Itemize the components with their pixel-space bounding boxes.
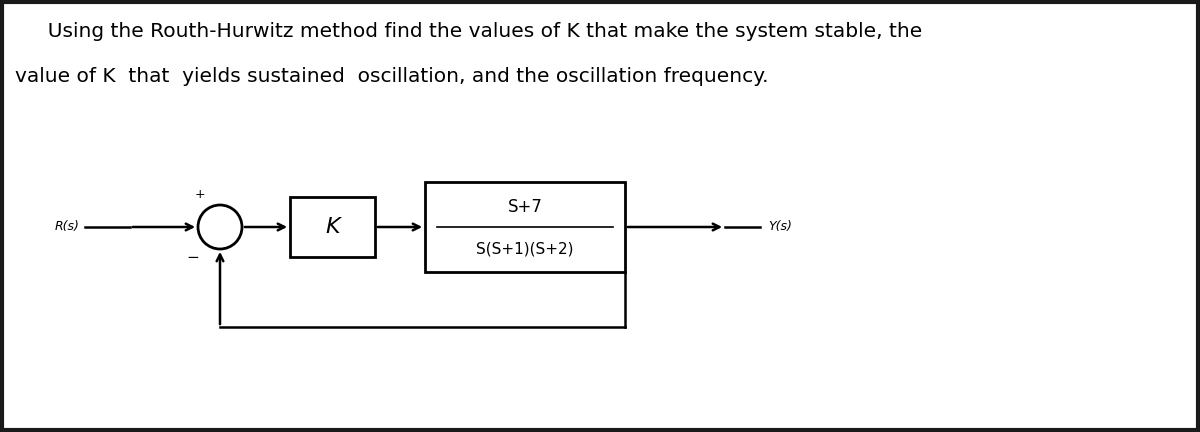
Text: −: − [187, 250, 199, 265]
Text: +: + [194, 188, 205, 201]
Text: Using the Routh-Hurwitz method find the values of K that make the system stable,: Using the Routh-Hurwitz method find the … [35, 22, 923, 41]
Text: S+7: S+7 [508, 198, 542, 216]
Text: value of K  that  yields sustained  oscillation, and the oscillation frequency.: value of K that yields sustained oscilla… [14, 67, 768, 86]
Bar [425, 182, 625, 272]
Bar [290, 197, 374, 257]
Text: S(S+1)(S+2): S(S+1)(S+2) [476, 241, 574, 257]
Text: K: K [325, 217, 340, 237]
Text: Y(s): Y(s) [768, 219, 792, 232]
Text: R(s): R(s) [55, 219, 80, 232]
